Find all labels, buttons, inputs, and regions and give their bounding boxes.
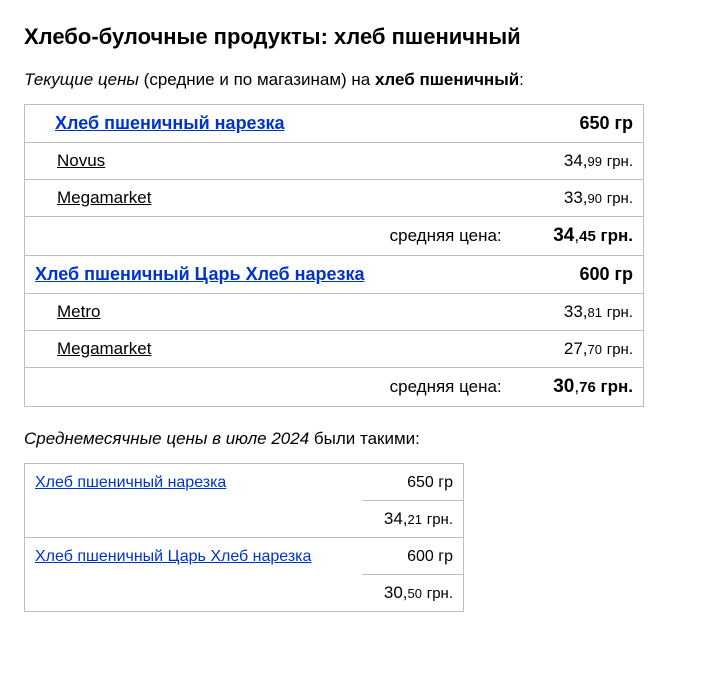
table-row: Хлеб пшеничный Царь Хлеб нарезка 600 гр	[25, 538, 464, 575]
monthly-prices-table: Хлеб пшеничный нарезка 650 гр 34,21 грн.…	[24, 463, 464, 612]
intro-tail: :	[519, 70, 524, 89]
price-int: 34	[553, 225, 574, 246]
product-weight: 600 гр	[506, 256, 644, 294]
price-cur: грн.	[427, 585, 453, 602]
avg-price: 30,76 грн.	[506, 368, 644, 407]
monthly-intro-italic: Среднемесячные цены в июле 2024	[24, 429, 309, 448]
price-dec: 21	[408, 512, 422, 527]
store-link[interactable]: Metro	[35, 302, 100, 322]
price-cur: грн.	[607, 341, 633, 358]
product-link[interactable]: Хлеб пшеничный Царь Хлеб нарезка	[35, 548, 311, 565]
table-row: Хлеб пшеничный нарезка 650 гр	[25, 464, 464, 501]
price-int: 27	[564, 339, 583, 358]
store-link[interactable]: Novus	[35, 151, 105, 171]
price-cur: грн.	[607, 153, 633, 170]
table-row: Хлеб пшеничный Царь Хлеб нарезка 600 гр	[25, 256, 644, 294]
price: 34,21 грн.	[362, 501, 464, 538]
price: 30,50 грн.	[362, 575, 464, 612]
price-cur: грн.	[601, 377, 633, 396]
intro-bold: хлеб пшеничный	[375, 70, 519, 89]
table-row: Novus 34,99 грн.	[25, 143, 644, 180]
intro-text: Текущие цены (средние и по магазинам) на…	[24, 70, 680, 90]
store-link[interactable]: Megamarket	[35, 188, 151, 208]
price: 34,99 грн.	[506, 143, 644, 180]
price-int: 30	[553, 376, 574, 397]
avg-price: 34,45 грн.	[506, 217, 644, 256]
table-row: средняя цена: 30,76 грн.	[25, 368, 644, 407]
price-cur: грн.	[607, 190, 633, 207]
price-int: 34	[564, 151, 583, 170]
price-dec: 90	[588, 191, 602, 206]
price: 33,81 грн.	[506, 294, 644, 331]
monthly-intro: Среднемесячные цены в июле 2024 были так…	[24, 429, 680, 449]
monthly-intro-tail: были такими:	[309, 429, 420, 448]
table-row: Megamarket 33,90 грн.	[25, 180, 644, 217]
price-int: 33	[564, 302, 583, 321]
table-row: средняя цена: 34,45 грн.	[25, 217, 644, 256]
product-weight: 600 гр	[362, 538, 464, 575]
price-dec: 50	[408, 586, 422, 601]
intro-italic: Текущие цены	[24, 70, 139, 89]
price-cur: грн.	[607, 304, 633, 321]
product-link[interactable]: Хлеб пшеничный нарезка	[55, 113, 285, 133]
table-row: Хлеб пшеничный нарезка 650 гр	[25, 105, 644, 143]
price: 27,70 грн.	[506, 331, 644, 368]
price-dec: 76	[579, 379, 596, 396]
table-row: Metro 33,81 грн.	[25, 294, 644, 331]
price-dec: 99	[588, 154, 602, 169]
avg-label: средняя цена:	[25, 217, 506, 256]
price-dec: 70	[588, 342, 602, 357]
store-link[interactable]: Megamarket	[35, 339, 151, 359]
price-int: 33	[564, 188, 583, 207]
current-prices-table: Хлеб пшеничный нарезка 650 гр Novus 34,9…	[24, 104, 644, 407]
product-weight: 650 гр	[506, 105, 644, 143]
price-int: 30	[384, 583, 403, 602]
table-row: Megamarket 27,70 грн.	[25, 331, 644, 368]
product-weight: 650 гр	[362, 464, 464, 501]
price-cur: грн.	[427, 511, 453, 528]
product-link[interactable]: Хлеб пшеничный нарезка	[35, 474, 226, 491]
price: 33,90 грн.	[506, 180, 644, 217]
intro-paren: (средние и по магазинам) на	[139, 70, 375, 89]
price-int: 34	[384, 509, 403, 528]
product-link[interactable]: Хлеб пшеничный Царь Хлеб нарезка	[35, 264, 365, 284]
page-title: Хлебо-булочные продукты: хлеб пшеничный	[24, 24, 680, 50]
price-dec: 81	[588, 305, 602, 320]
price-cur: грн.	[601, 226, 633, 245]
avg-label: средняя цена:	[25, 368, 506, 407]
price-dec: 45	[579, 228, 596, 245]
